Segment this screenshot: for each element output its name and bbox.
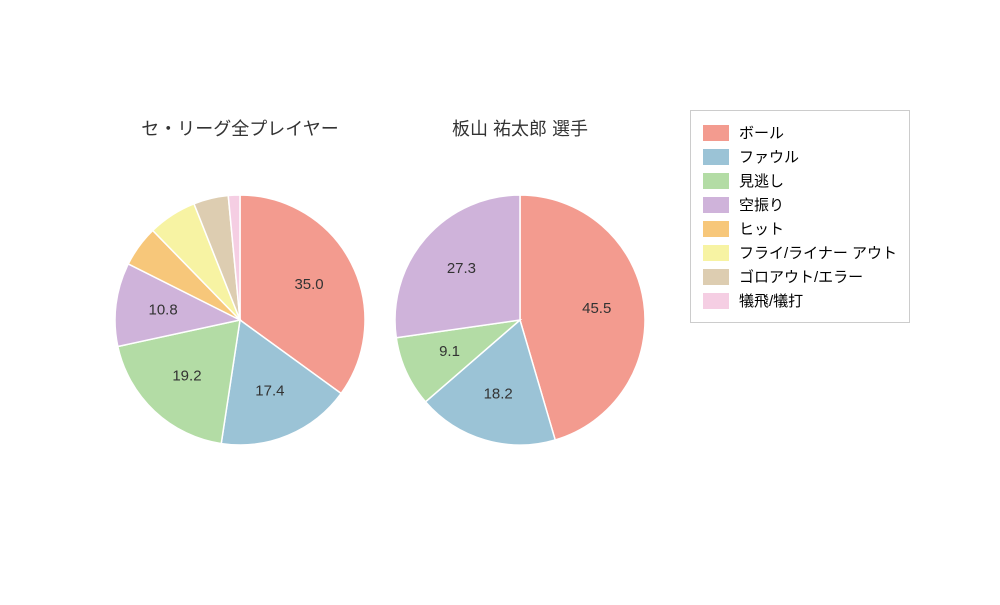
legend-item-karaburi: 空振り [703,194,897,215]
legend-label-groundout: ゴロアウト/エラー [739,266,863,287]
pie-label-player-ball: 45.5 [582,300,611,317]
legend-label-foul: ファウル [739,146,799,167]
chart-container: セ・リーグ全プレイヤー 板山 祐太郎 選手 35.0 17.4 19.2 10.8 45… [0,0,1000,600]
legend-swatch-minogashi [703,173,729,189]
pie-label-league-ball: 35.0 [294,276,323,293]
pie-label-league-karaburi: 10.8 [149,301,178,318]
legend-item-flyout: フライ/ライナー アウト [703,242,897,263]
legend-swatch-sacrifice [703,293,729,309]
legend: ボールファウル見逃し空振りヒットフライ/ライナー アウトゴロアウト/エラー犠飛/… [690,110,910,323]
legend-item-sacrifice: 犠飛/犠打 [703,290,897,311]
pie-label-league-minogashi: 19.2 [172,367,201,384]
legend-label-karaburi: 空振り [739,194,784,215]
legend-item-foul: ファウル [703,146,897,167]
chart-title-league: セ・リーグ全プレイヤー [110,115,370,141]
legend-item-hit: ヒット [703,218,897,239]
legend-swatch-groundout [703,269,729,285]
legend-swatch-flyout [703,245,729,261]
pie-label-player-karaburi: 27.3 [447,260,476,277]
pie-label-player-foul: 18.2 [484,385,513,402]
legend-label-ball: ボール [739,122,784,143]
chart-title-player: 板山 祐太郎 選手 [390,115,650,141]
legend-item-ball: ボール [703,122,897,143]
legend-swatch-ball [703,125,729,141]
legend-item-groundout: ゴロアウト/エラー [703,266,897,287]
legend-label-minogashi: 見逃し [739,170,784,191]
pie-label-player-minogashi: 9.1 [439,343,460,360]
legend-swatch-karaburi [703,197,729,213]
legend-label-flyout: フライ/ライナー アウト [739,242,897,263]
pie-label-league-foul: 17.4 [255,382,284,399]
legend-swatch-hit [703,221,729,237]
legend-item-minogashi: 見逃し [703,170,897,191]
legend-label-hit: ヒット [739,218,784,239]
legend-label-sacrifice: 犠飛/犠打 [739,290,803,311]
legend-swatch-foul [703,149,729,165]
